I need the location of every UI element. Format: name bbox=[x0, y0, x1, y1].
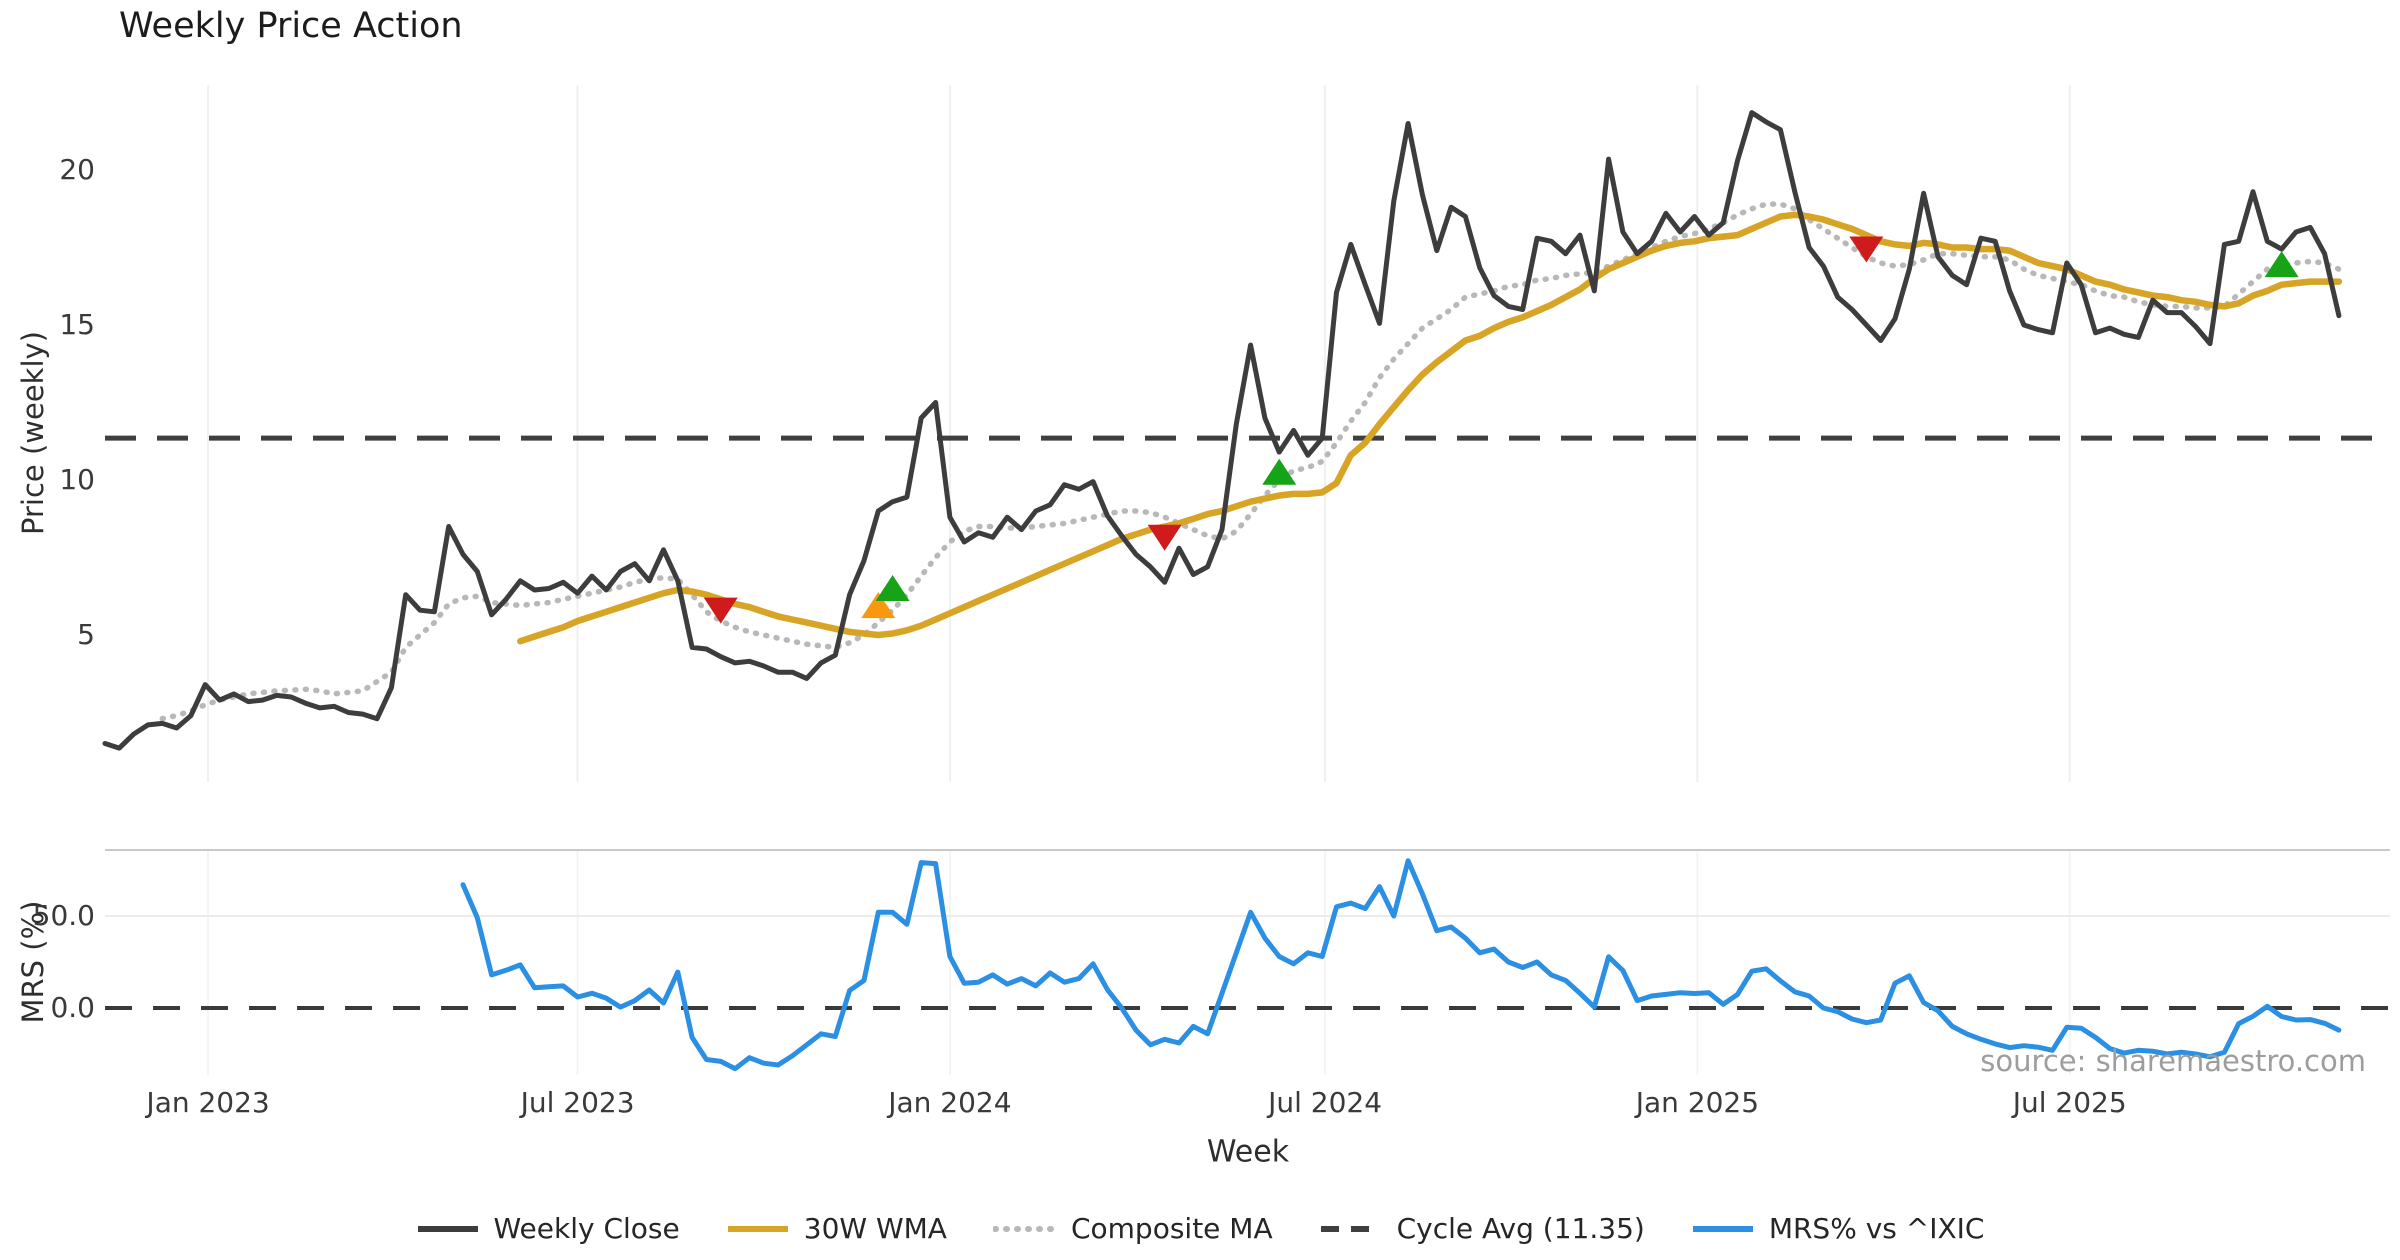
wma-line bbox=[517, 211, 2343, 645]
legend-item: Composite MA bbox=[992, 1212, 1273, 1245]
buy-signal-marker bbox=[875, 575, 910, 602]
sell-signal-marker bbox=[1147, 524, 1182, 551]
legend-label: 30W WMA bbox=[803, 1212, 947, 1245]
x-tick: Jan 2023 bbox=[146, 1086, 270, 1119]
chart-title: Weekly Price Action bbox=[119, 6, 463, 46]
weekly-close-line bbox=[102, 110, 2342, 751]
source-attribution: source: sharemaestro.com bbox=[1980, 1044, 2366, 1078]
x-tick: Jul 2025 bbox=[2012, 1086, 2127, 1119]
sell-signal-marker bbox=[703, 597, 738, 624]
legend-label: Composite MA bbox=[1070, 1212, 1273, 1245]
legend-item: MRS% vs ^IXIC bbox=[1691, 1212, 1985, 1245]
x-tick: Jan 2024 bbox=[888, 1086, 1012, 1119]
entry-signal-marker bbox=[861, 592, 896, 619]
legend: Weekly Close 30W WMA Composite MA Cycle Avg… bbox=[0, 1212, 2400, 1245]
composite-ma-line bbox=[159, 201, 2342, 722]
mrs-y-tick: 0.0 bbox=[50, 991, 95, 1024]
price-y-tick: 10 bbox=[59, 463, 95, 496]
legend-item: Weekly Close bbox=[416, 1212, 680, 1245]
legend-item: Cycle Avg (11.35) bbox=[1319, 1212, 1645, 1245]
price-y-axis-label: Price (weekly) bbox=[16, 330, 50, 536]
x-tick: Jul 2024 bbox=[1268, 1086, 1383, 1119]
sell-signal-marker bbox=[1849, 236, 1884, 263]
legend-label: Cycle Avg (11.35) bbox=[1396, 1212, 1645, 1245]
legend-item: 30W WMA bbox=[726, 1212, 947, 1245]
buy-signal-marker bbox=[2264, 251, 2299, 278]
legend-label: MRS% vs ^IXIC bbox=[1768, 1212, 1985, 1245]
price-y-tick: 5 bbox=[77, 618, 95, 651]
mrs-y-tick: 50.0 bbox=[32, 899, 95, 932]
price-y-tick: 20 bbox=[59, 153, 95, 186]
x-tick: Jul 2023 bbox=[520, 1086, 635, 1119]
legend-swatch-dotted bbox=[992, 1225, 1057, 1232]
legend-swatch-dashed bbox=[1320, 1225, 1381, 1232]
legend-label: Weekly Close bbox=[493, 1212, 680, 1245]
x-tick: Jan 2025 bbox=[1635, 1086, 1760, 1119]
buy-signal-marker bbox=[1262, 458, 1297, 485]
legend-swatch-solid bbox=[1692, 1225, 1753, 1232]
price-y-tick: 15 bbox=[59, 308, 95, 341]
x-axis-label: Week bbox=[1206, 1134, 1290, 1170]
legend-swatch-solid bbox=[727, 1225, 788, 1232]
mrs-line bbox=[460, 858, 2342, 1072]
legend-swatch-solid bbox=[417, 1225, 478, 1232]
